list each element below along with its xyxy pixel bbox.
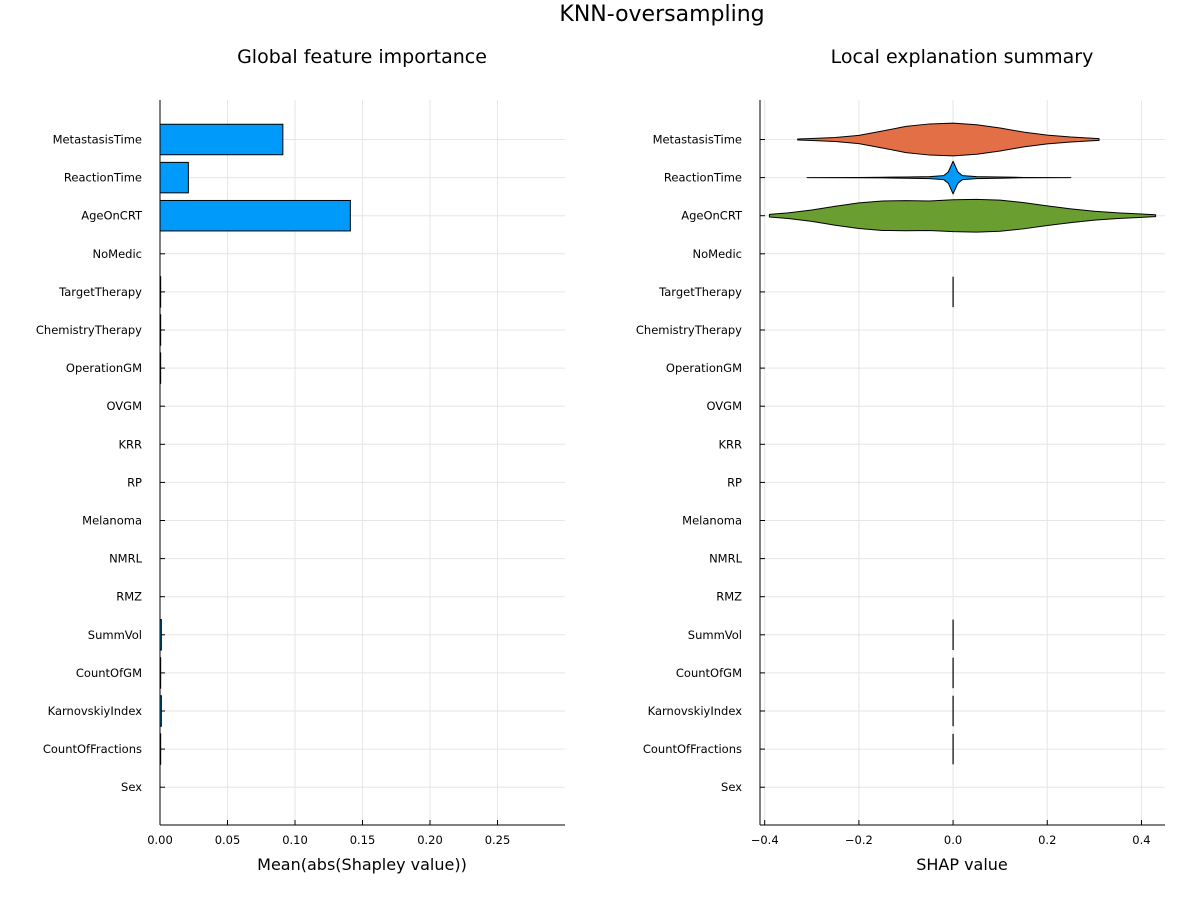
y-tick-label: OVGM xyxy=(706,399,742,413)
x-tick-label: 0.25 xyxy=(485,833,511,847)
panel-local-explanation-summary: Local explanation summary SHAP value −0.4 −… xyxy=(636,46,1165,874)
y-tick-label: KRR xyxy=(118,437,142,451)
bar-AgeOnCRT xyxy=(159,199,351,232)
y-tick-label: CountOfFractions xyxy=(43,742,142,756)
x-tick-label: 0.0 xyxy=(944,833,962,847)
y-tick-label: MetastasisTime xyxy=(53,133,142,147)
y-tick-label: RMZ xyxy=(716,590,742,604)
violin-MetastasisTime xyxy=(797,122,1100,157)
y-tick-label: TargetTherapy xyxy=(58,285,142,299)
y-tick-label: Sex xyxy=(121,780,142,794)
y-tick-label: OperationGM xyxy=(666,361,742,375)
y-tick-label: ChemistryTherapy xyxy=(636,323,742,337)
y-tick-label: Melanoma xyxy=(682,514,742,528)
y-tick-label: NMRL xyxy=(709,552,743,566)
figure-title: KNN-oversampling xyxy=(559,2,764,27)
x-tick-label: 0.2 xyxy=(1038,833,1056,847)
y-tick-label: TargetTherapy xyxy=(658,285,742,299)
y-tick-label: SummVol xyxy=(88,628,142,642)
y-tick-label: ReactionTime xyxy=(664,171,742,185)
bar-MetastasisTime xyxy=(159,123,284,156)
x-axis-label: Mean(abs(Shapley value)) xyxy=(257,855,467,874)
y-tick-label: CountOfGM xyxy=(676,666,742,680)
y-tick-label: CountOfFractions xyxy=(643,742,742,756)
y-tick-label: Sex xyxy=(721,780,742,794)
x-tick-label: −0.2 xyxy=(845,833,873,847)
y-tick-label: CountOfGM xyxy=(76,666,142,680)
y-tick-label: KarnovskiyIndex xyxy=(48,704,143,718)
bar-ReactionTime xyxy=(159,161,189,194)
y-tick-label: ReactionTime xyxy=(64,171,142,185)
x-tick-label: 0.10 xyxy=(282,833,308,847)
bar-OperationGM xyxy=(159,352,162,384)
x-tick-label: −0.4 xyxy=(751,833,779,847)
y-tick-label: ChemistryTherapy xyxy=(36,323,142,337)
y-tick-label: AgeOnCRT xyxy=(681,209,743,223)
y-tick-label: RP xyxy=(727,475,742,489)
x-tick-label: 0.00 xyxy=(147,833,173,847)
y-tick-label: Melanoma xyxy=(82,514,142,528)
bar-CountOfFractions xyxy=(159,733,162,765)
y-tick-label: KarnovskiyIndex xyxy=(648,704,743,718)
x-tick-label: 0.4 xyxy=(1132,833,1150,847)
y-tick-label: SummVol xyxy=(688,628,742,642)
y-tick-label: MetastasisTime xyxy=(653,133,742,147)
bar-CountOfGM xyxy=(159,657,162,689)
bar-ChemistryTherapy xyxy=(159,314,162,346)
y-tick-label: OVGM xyxy=(106,399,142,413)
violin-ReactionTime xyxy=(806,160,1072,195)
bar-TargetTherapy xyxy=(159,276,162,308)
y-tick-label: AgeOnCRT xyxy=(81,209,143,223)
y-tick-label: OperationGM xyxy=(66,361,142,375)
violin-AgeOnCRT xyxy=(768,198,1157,233)
y-tick-label: NMRL xyxy=(109,552,143,566)
bar-SummVol xyxy=(159,619,162,651)
y-tick-label: KRR xyxy=(718,437,742,451)
y-tick-label: RMZ xyxy=(116,590,142,604)
y-tick-label: NoMedic xyxy=(93,247,142,261)
bar-KarnovskiyIndex xyxy=(159,695,162,727)
panel-title: Local explanation summary xyxy=(831,46,1094,68)
x-tick-label: 0.15 xyxy=(350,833,376,847)
y-tick-label: RP xyxy=(127,475,142,489)
x-tick-label: 0.05 xyxy=(215,833,241,847)
panel-global-feature-importance: Global feature importance Mean(abs(Shaple… xyxy=(36,46,565,874)
x-axis-label: SHAP value xyxy=(916,855,1008,874)
panel-title: Global feature importance xyxy=(237,46,487,68)
y-tick-label: NoMedic xyxy=(693,247,742,261)
x-tick-label: 0.20 xyxy=(417,833,443,847)
